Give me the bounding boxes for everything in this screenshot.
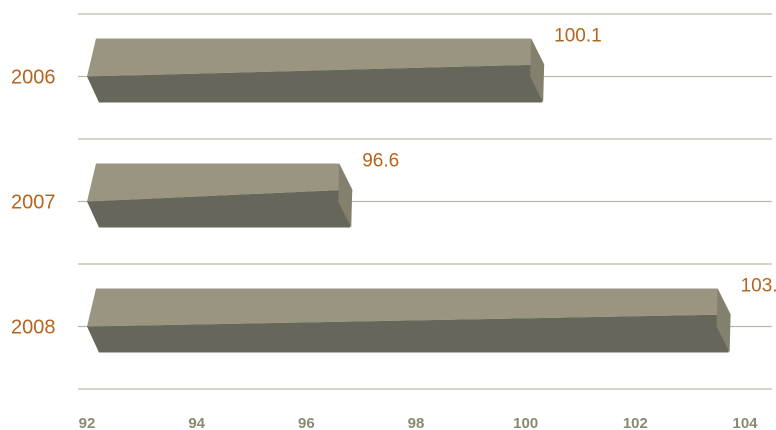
x-tick-label: 92 (79, 415, 96, 430)
x-tick-label: 100 (513, 415, 538, 430)
labels: 2006 100.1 2007 96.6 2008 103.5 92 94 96 98 100 102… (11, 26, 776, 430)
value-label: 103.5 (741, 276, 776, 297)
category-label: 2007 (11, 192, 56, 214)
bar-2008 (87, 288, 731, 353)
value-label: 96.6 (362, 151, 399, 172)
bars (87, 38, 731, 353)
x-tick-label: 98 (408, 415, 425, 430)
x-tick-label: 102 (623, 415, 648, 430)
bar-2007 (87, 163, 353, 228)
x-tick-label: 104 (732, 415, 758, 430)
category-label: 2006 (11, 67, 56, 89)
bar-2006 (87, 38, 545, 103)
x-tick-label: 96 (298, 415, 315, 430)
category-label: 2008 (11, 317, 56, 339)
x-tick-label: 94 (188, 415, 205, 430)
value-label: 100.1 (554, 26, 602, 47)
